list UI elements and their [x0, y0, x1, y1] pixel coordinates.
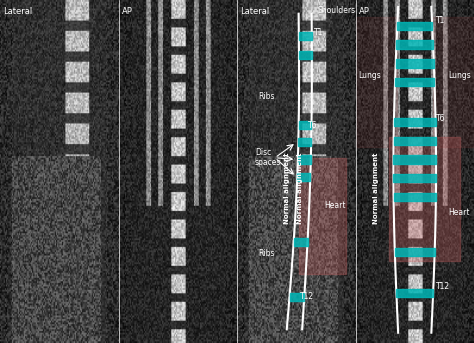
- Text: Disc
spaces: Disc spaces: [255, 148, 281, 167]
- Bar: [299, 32, 312, 40]
- Bar: [393, 155, 436, 164]
- Bar: [299, 121, 311, 129]
- Bar: [395, 78, 435, 86]
- Bar: [297, 173, 310, 181]
- Text: Heart: Heart: [325, 201, 346, 210]
- Text: Lungs: Lungs: [358, 71, 381, 80]
- Bar: [356, 17, 397, 147]
- Bar: [298, 138, 311, 146]
- Bar: [393, 137, 436, 145]
- Bar: [394, 118, 436, 126]
- Text: AP: AP: [122, 7, 133, 16]
- Bar: [396, 289, 433, 297]
- Bar: [397, 22, 432, 30]
- Bar: [432, 17, 474, 147]
- Bar: [395, 248, 435, 256]
- Text: Shoulders: Shoulders: [318, 6, 356, 15]
- Text: Ribs: Ribs: [258, 249, 275, 258]
- Text: T12: T12: [436, 282, 450, 291]
- Bar: [396, 59, 434, 68]
- Bar: [299, 51, 312, 59]
- Bar: [290, 293, 304, 301]
- Text: T1: T1: [314, 28, 323, 37]
- Text: T6: T6: [436, 114, 446, 123]
- Bar: [294, 238, 308, 246]
- Text: T6: T6: [308, 121, 318, 130]
- Text: Lateral: Lateral: [3, 7, 33, 16]
- Bar: [396, 40, 433, 49]
- Text: Normal alignment: Normal alignment: [297, 153, 303, 224]
- Bar: [393, 193, 436, 201]
- Text: Lungs: Lungs: [448, 71, 471, 80]
- Text: Normal alignment: Normal alignment: [284, 153, 290, 224]
- Text: AP: AP: [359, 7, 370, 16]
- Text: T12: T12: [300, 292, 314, 301]
- Text: Lateral: Lateral: [240, 7, 270, 16]
- Text: Ribs: Ribs: [258, 92, 275, 100]
- Bar: [393, 174, 436, 182]
- Text: Heart: Heart: [448, 208, 469, 217]
- Text: T1: T1: [436, 16, 446, 25]
- Text: Normal alignment: Normal alignment: [373, 153, 379, 224]
- Bar: [298, 155, 311, 164]
- Bar: [389, 137, 460, 261]
- Bar: [299, 158, 346, 274]
